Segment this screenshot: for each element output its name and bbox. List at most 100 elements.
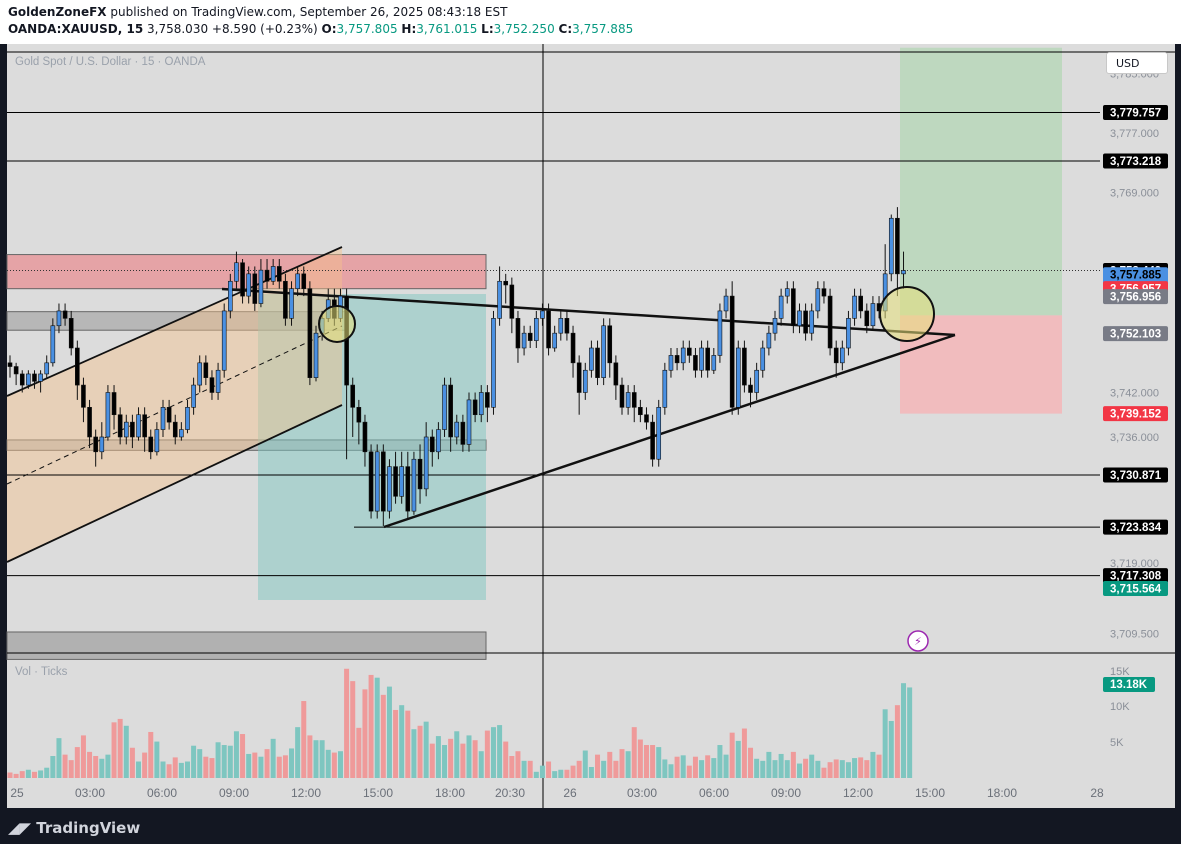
candle-body[interactable] (760, 347, 766, 371)
candle-body[interactable] (221, 310, 227, 371)
candle-body[interactable] (503, 280, 509, 286)
candle-body[interactable] (656, 407, 662, 460)
candle-body[interactable] (570, 332, 576, 364)
candle-body[interactable] (429, 436, 435, 453)
candle-body[interactable] (778, 295, 784, 319)
candle-body[interactable] (172, 421, 178, 438)
candle-body[interactable] (742, 347, 747, 386)
candle-body[interactable] (515, 318, 521, 349)
candle-body[interactable] (258, 269, 264, 304)
candle-body[interactable] (607, 325, 613, 364)
candle-body[interactable] (81, 384, 86, 408)
candle-body[interactable] (858, 295, 863, 312)
candle-body[interactable] (687, 347, 692, 356)
candle-body[interactable] (111, 392, 117, 416)
candle-body[interactable] (436, 429, 441, 453)
candle-body[interactable] (589, 347, 594, 371)
channel-mid-line[interactable] (6, 325, 343, 485)
candle-body[interactable] (123, 421, 129, 438)
candle-body[interactable] (26, 373, 31, 386)
candle-body[interactable] (662, 369, 668, 408)
candle-body[interactable] (87, 407, 92, 438)
candle-body[interactable] (534, 318, 539, 341)
candle-body[interactable] (270, 266, 276, 282)
candle-body[interactable] (870, 303, 876, 327)
candle-body[interactable] (650, 421, 655, 460)
candle-body[interactable] (595, 347, 600, 378)
candle-body[interactable] (754, 369, 759, 393)
candle-body[interactable] (552, 332, 557, 349)
candle-body[interactable] (179, 429, 184, 438)
candle-body[interactable] (772, 318, 778, 334)
candle-body[interactable] (644, 414, 649, 423)
candle-body[interactable] (13, 366, 19, 375)
candle-body[interactable] (895, 217, 900, 275)
candle-body[interactable] (283, 280, 288, 319)
candle-body[interactable] (748, 384, 753, 393)
candle-body[interactable] (99, 436, 105, 453)
author-name[interactable]: GoldenZoneFX (8, 5, 107, 19)
candle-body[interactable] (44, 362, 50, 375)
candle-body[interactable] (246, 273, 251, 297)
candle-body[interactable] (717, 310, 723, 356)
candle-body[interactable] (631, 392, 637, 408)
symbol-label[interactable]: OANDA:XAUUSD, 15 (8, 22, 144, 36)
candle-body[interactable] (234, 262, 239, 282)
candle-body[interactable] (693, 355, 698, 371)
candle-body[interactable] (62, 310, 68, 319)
candle-body[interactable] (527, 332, 533, 341)
candle-body[interactable] (711, 355, 717, 371)
candle-body[interactable] (723, 295, 729, 312)
candle-body[interactable] (148, 436, 154, 453)
candle-body[interactable] (680, 347, 686, 364)
candle-body[interactable] (729, 295, 735, 408)
candle-body[interactable] (454, 421, 460, 438)
candle-body[interactable] (56, 310, 62, 327)
candle-body[interactable] (264, 269, 270, 282)
candle-body[interactable] (276, 266, 282, 282)
candle-body[interactable] (601, 325, 606, 378)
currency-button[interactable]: USD (1106, 52, 1168, 74)
candle-body[interactable] (852, 295, 857, 319)
candle-body[interactable] (840, 347, 845, 364)
candle-body[interactable] (142, 414, 147, 438)
candle-body[interactable] (68, 318, 74, 349)
candle-body[interactable] (625, 392, 631, 408)
candle-body[interactable] (815, 288, 821, 312)
candle-body[interactable] (521, 332, 527, 349)
candle-body[interactable] (705, 347, 710, 371)
candle-body[interactable] (576, 362, 582, 393)
triangle-upper-line[interactable] (221, 287, 956, 337)
candle-body[interactable] (295, 273, 300, 289)
candle-body[interactable] (32, 373, 37, 382)
candle-body[interactable] (130, 421, 135, 438)
candle-body[interactable] (191, 384, 196, 408)
candle-body[interactable] (423, 436, 429, 490)
candle-body[interactable] (564, 318, 570, 334)
candle-body[interactable] (399, 466, 404, 497)
candle-body[interactable] (19, 373, 25, 386)
channel-lower-line[interactable] (6, 404, 343, 563)
candle-body[interactable] (75, 347, 80, 386)
candle-body[interactable] (638, 407, 643, 416)
candle-body[interactable] (197, 362, 203, 386)
candle-body[interactable] (50, 325, 56, 364)
candle-body[interactable] (252, 273, 258, 304)
candle-body[interactable] (185, 407, 190, 430)
candle-body[interactable] (387, 466, 392, 512)
candle-body[interactable] (374, 451, 380, 512)
candle-body[interactable] (809, 310, 815, 334)
candle-body[interactable] (491, 318, 496, 408)
candle-body[interactable] (154, 429, 160, 453)
candle-body[interactable] (356, 407, 362, 423)
candle-body[interactable] (797, 310, 802, 327)
candle-body[interactable] (166, 407, 172, 423)
candle-body[interactable] (582, 369, 588, 393)
candle-body[interactable] (901, 270, 906, 275)
candle-body[interactable] (405, 466, 411, 512)
candle-body[interactable] (105, 392, 111, 438)
highlight-circle[interactable] (318, 305, 356, 343)
candle-body[interactable] (540, 310, 545, 319)
candle-body[interactable] (888, 217, 894, 275)
candle-body[interactable] (846, 318, 851, 349)
